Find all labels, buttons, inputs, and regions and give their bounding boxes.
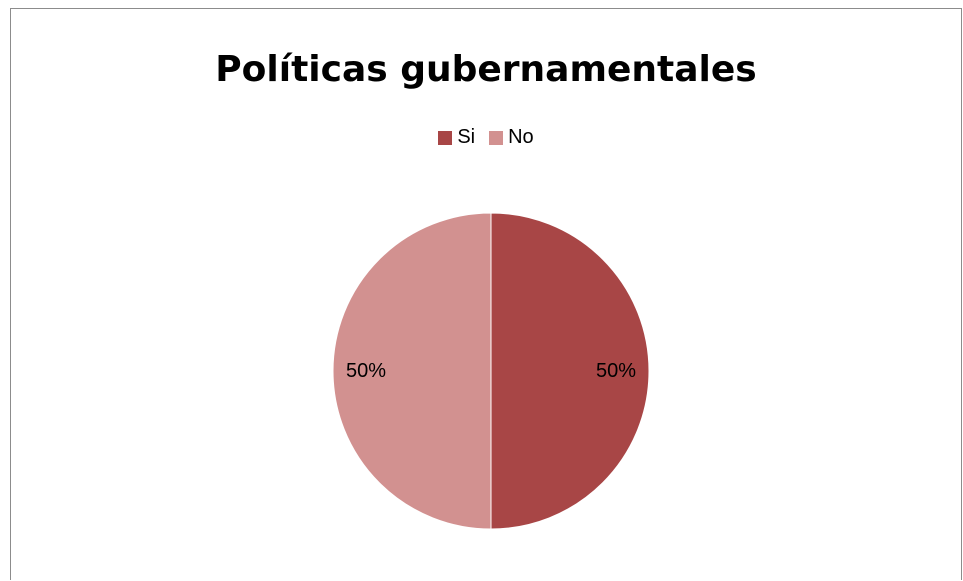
data-label-no: 50% <box>346 360 386 382</box>
legend-label-no: No <box>508 126 534 148</box>
legend-swatch-si <box>438 130 453 145</box>
chart-legend: Si No <box>11 126 961 149</box>
pie-slice-no <box>332 212 492 530</box>
chart-frame: Políticas gubernamentales Si No 50% 50% <box>10 8 962 580</box>
pie-slice-si <box>490 212 650 530</box>
legend-label-si: Si <box>457 126 476 148</box>
legend-swatch-no <box>489 130 504 145</box>
legend-item-no: No <box>489 126 534 149</box>
pie-chart: 50% 50% <box>332 212 650 530</box>
data-label-si: 50% <box>596 360 636 382</box>
chart-title: Políticas gubernamentales <box>215 49 757 90</box>
legend-item-si: Si <box>438 126 475 149</box>
